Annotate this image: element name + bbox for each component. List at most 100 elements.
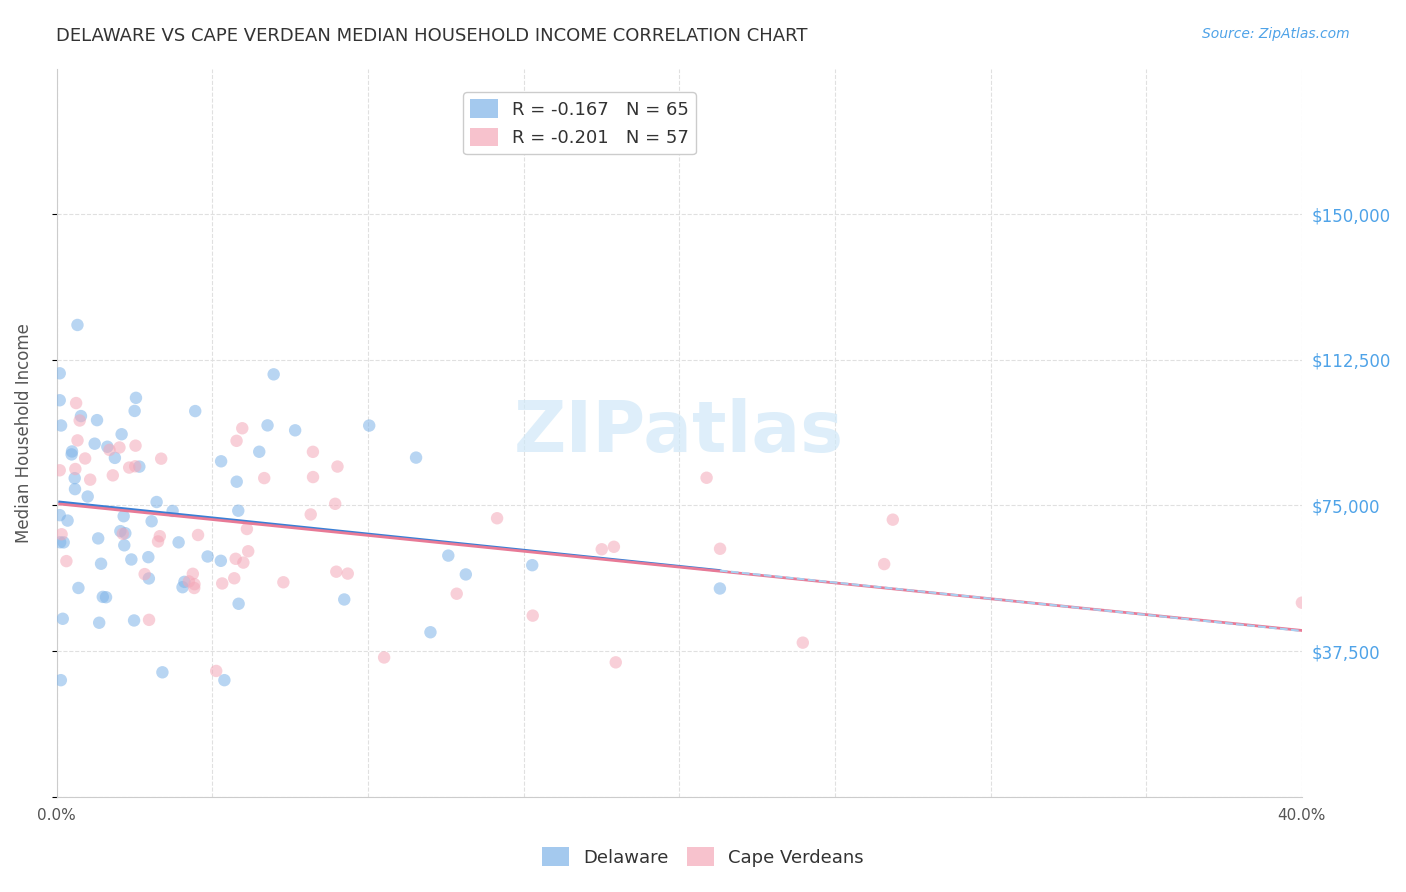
Point (284, 423, 307, 437)
Point (882, 513, 904, 527)
Point (236, 522, 259, 536)
Point (253, 471, 276, 485)
Point (162, 504, 184, 518)
Point (696, 471, 718, 485)
Point (66, 434, 89, 448)
Point (603, 540, 626, 554)
Point (118, 460, 141, 475)
Point (211, 576, 233, 591)
Point (124, 439, 146, 453)
Point (225, 434, 247, 448)
Point (124, 404, 146, 418)
Point (87, 532, 110, 546)
Point (49, 418, 72, 433)
Point (124, 459, 146, 474)
Point (49, 673, 72, 688)
Point (141, 514, 163, 528)
Point (792, 635, 814, 649)
Point (226, 504, 249, 518)
Point (454, 567, 477, 582)
Point (48, 393, 70, 408)
Point (69, 413, 91, 427)
Point (83, 436, 105, 450)
Point (225, 551, 247, 566)
Point (326, 459, 349, 474)
Point (111, 526, 134, 541)
Point (122, 614, 145, 628)
Point (66, 318, 89, 332)
Point (145, 495, 167, 509)
Point (48, 463, 70, 477)
Legend: Delaware, Cape Verdeans: Delaware, Cape Verdeans (534, 840, 872, 874)
Point (101, 468, 124, 483)
Point (323, 497, 346, 511)
Point (205, 664, 228, 678)
Point (197, 549, 219, 564)
Point (110, 524, 132, 538)
Point (91, 590, 114, 604)
Point (605, 656, 627, 670)
Point (138, 613, 160, 627)
Point (177, 574, 200, 589)
Point (247, 444, 270, 458)
Point (336, 566, 359, 581)
Point (184, 404, 207, 418)
Point (52, 535, 75, 549)
Point (209, 554, 232, 568)
Point (228, 597, 250, 611)
Point (591, 542, 613, 557)
Point (302, 470, 325, 484)
Point (90, 557, 112, 571)
Point (125, 391, 148, 405)
Point (225, 475, 247, 489)
Point (112, 509, 135, 524)
Point (48, 367, 70, 381)
Point (172, 580, 194, 594)
Point (112, 538, 135, 552)
Point (75, 451, 97, 466)
Point (89, 615, 111, 630)
Point (60, 444, 83, 458)
Point (136, 550, 159, 565)
Point (214, 673, 236, 688)
Point (48, 508, 70, 523)
Point (76, 490, 98, 504)
Point (522, 558, 544, 573)
Point (63, 482, 86, 496)
Point (149, 529, 172, 543)
Point (108, 441, 131, 455)
Point (98, 442, 121, 457)
Point (134, 567, 156, 582)
Point (56, 514, 79, 528)
Point (209, 454, 232, 468)
Point (104, 450, 127, 465)
Point (405, 450, 427, 465)
Point (110, 427, 132, 442)
Point (263, 368, 285, 382)
Point (709, 541, 731, 556)
Point (224, 571, 246, 585)
Point (173, 574, 195, 589)
Point (128, 459, 150, 474)
Point (256, 418, 278, 433)
Point (181, 566, 204, 581)
Point (187, 528, 209, 542)
Text: Source: ZipAtlas.com: Source: ZipAtlas.com (1202, 27, 1350, 41)
Text: ZIPatlas: ZIPatlas (515, 398, 845, 467)
Point (302, 445, 325, 459)
Point (60, 447, 83, 461)
Point (120, 552, 142, 566)
Point (86, 413, 108, 427)
Point (709, 582, 731, 596)
Point (486, 511, 509, 525)
Point (96, 440, 118, 454)
Text: DELAWARE VS CAPE VERDEAN MEDIAN HOUSEHOLD INCOME CORRELATION CHART: DELAWARE VS CAPE VERDEAN MEDIAN HOUSEHOL… (56, 27, 807, 45)
Point (146, 534, 169, 549)
Point (446, 587, 468, 601)
Point (232, 556, 254, 570)
Point (79, 473, 101, 487)
Point (167, 535, 190, 549)
Point (138, 572, 160, 586)
Point (152, 665, 174, 680)
Point (1291, 596, 1313, 610)
